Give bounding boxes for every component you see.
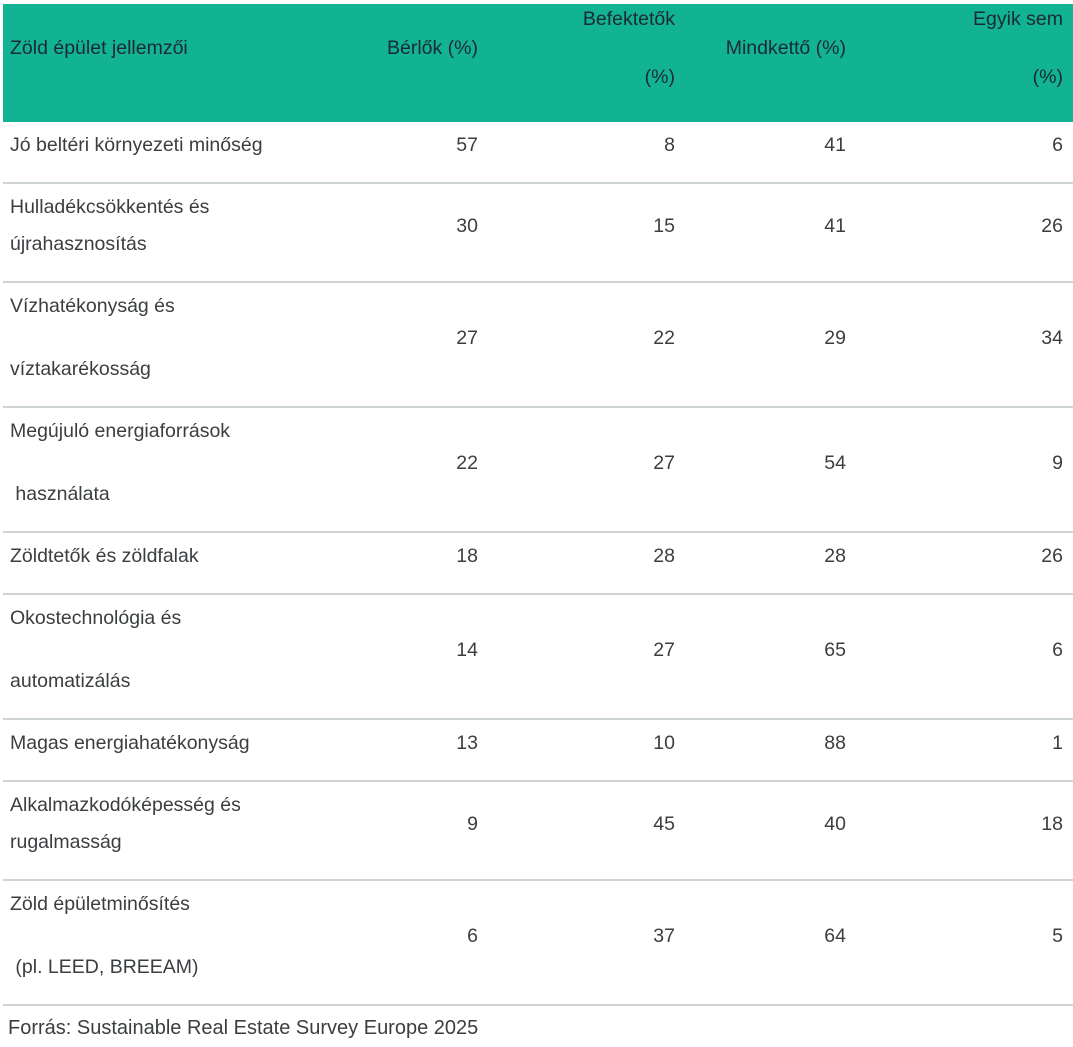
table-header: Zöld épület jellemzői Bérlők (%) Befektető… xyxy=(3,4,1073,122)
value-cell: 6 xyxy=(360,880,488,1006)
column-header-line: (%) xyxy=(1032,66,1063,88)
table-body: Jó beltéri környezeti minőség 57 8 41 6 Hulla… xyxy=(3,122,1073,1006)
feature-line: Hulladékcsökkentés és xyxy=(10,196,210,218)
value-cell: 9 xyxy=(360,781,488,881)
feature-cell: Megújuló energiaforrások használata xyxy=(3,407,360,533)
feature-line: automatizálás xyxy=(10,670,131,692)
value-cell: 22 xyxy=(360,407,488,533)
feature-cell: Vízhatékonyság és víztakarékosság xyxy=(3,282,360,408)
value-cell: 88 xyxy=(685,719,856,782)
value-cell: 34 xyxy=(856,282,1073,408)
column-header-line: Zöld épület jellemzői xyxy=(10,37,188,59)
value-cell: 6 xyxy=(856,594,1073,720)
value-cell: 37 xyxy=(488,880,685,1006)
value-cell: 27 xyxy=(488,407,685,533)
value-cell: 10 xyxy=(488,719,685,782)
feature-line: Vízhatékonyság és xyxy=(10,295,175,317)
column-header-0: Zöld épület jellemzői xyxy=(3,4,360,122)
feature-line: (pl. LEED, BREEAM) xyxy=(10,956,199,978)
table-row: Zöldtetők és zöldfalak 18 28 28 26 xyxy=(3,532,1073,595)
value-cell: 41 xyxy=(685,122,856,184)
value-cell: 6 xyxy=(856,122,1073,184)
value-cell: 13 xyxy=(360,719,488,782)
feature-line: Alkalmazkodóképesség és xyxy=(10,794,241,816)
table-row: Megújuló energiaforrások használata 22 27 5… xyxy=(3,407,1073,533)
value-cell: 40 xyxy=(685,781,856,881)
feature-cell: Zöldtetők és zöldfalak xyxy=(3,532,360,595)
table-row: Alkalmazkodóképesség és rugalmasság 9 45 40 1… xyxy=(3,781,1073,881)
feature-line: használata xyxy=(10,483,110,505)
value-cell: 65 xyxy=(685,594,856,720)
column-header-1: Bérlők (%) xyxy=(360,4,488,122)
value-cell: 30 xyxy=(360,183,488,283)
value-cell: 14 xyxy=(360,594,488,720)
value-cell: 22 xyxy=(488,282,685,408)
feature-cell: Magas energiahatékonyság xyxy=(3,719,360,782)
value-cell: 18 xyxy=(856,781,1073,881)
feature-line: Zöld épületminősítés xyxy=(10,893,190,915)
table-row: Hulladékcsökkentés és újrahasznosítás 30 15… xyxy=(3,183,1073,283)
feature-line: Jó beltéri környezeti minőség xyxy=(10,134,263,156)
feature-cell: Zöld épületminősítés (pl. LEED, BREEAM) xyxy=(3,880,360,1006)
feature-cell: Jó beltéri környezeti minőség xyxy=(3,122,360,184)
value-cell: 5 xyxy=(856,880,1073,1006)
source-note: Forrás: Sustainable Real Estate Survey E… xyxy=(8,1017,479,1039)
value-cell: 26 xyxy=(856,532,1073,595)
feature-cell: Hulladékcsökkentés és újrahasznosítás xyxy=(3,183,360,283)
feature-cell: Okostechnológia és automatizálás xyxy=(3,594,360,720)
column-header-line: Bérlők (%) xyxy=(386,37,478,59)
table-row: Okostechnológia és automatizálás 14 27 65 6 xyxy=(3,594,1073,720)
column-header-line: (%) xyxy=(644,66,675,88)
header-row: Zöld épület jellemzői Bérlők (%) Befektető… xyxy=(3,4,1073,122)
value-cell: 54 xyxy=(685,407,856,533)
feature-line: Magas energiahatékonyság xyxy=(10,732,250,754)
value-cell: 1 xyxy=(856,719,1073,782)
table-row: Vízhatékonyság és víztakarékosság 27 22 29 34 xyxy=(3,282,1073,408)
table-row: Jó beltéri környezeti minőség 57 8 41 6 xyxy=(3,122,1073,184)
feature-line: rugalmasság xyxy=(10,831,122,853)
value-cell: 41 xyxy=(685,183,856,283)
value-cell: 9 xyxy=(856,407,1073,533)
value-cell: 27 xyxy=(488,594,685,720)
value-cell: 28 xyxy=(685,532,856,595)
value-cell: 27 xyxy=(360,282,488,408)
value-cell: 28 xyxy=(488,532,685,595)
value-cell: 26 xyxy=(856,183,1073,283)
feature-line: Zöldtetők és zöldfalak xyxy=(10,545,199,567)
feature-line: Megújuló energiaforrások xyxy=(10,420,231,442)
column-header-4: Egyik sem (%) xyxy=(856,4,1073,122)
feature-line: víztakarékosság xyxy=(10,358,151,380)
column-header-3: Mindkettő (%) xyxy=(685,4,856,122)
value-cell: 45 xyxy=(488,781,685,881)
column-header-line: Mindkettő (%) xyxy=(725,37,846,59)
feature-cell: Alkalmazkodóképesség és rugalmasság xyxy=(3,781,360,881)
value-cell: 64 xyxy=(685,880,856,1006)
value-cell: 18 xyxy=(360,532,488,595)
column-header-line: Befektetők xyxy=(582,8,675,30)
feature-line: Okostechnológia és xyxy=(10,607,182,629)
value-cell: 8 xyxy=(488,122,685,184)
column-header-2: Befektetők (%) xyxy=(488,4,685,122)
value-cell: 29 xyxy=(685,282,856,408)
table-row: Magas energiahatékonyság 13 10 88 1 xyxy=(3,719,1073,782)
value-cell: 57 xyxy=(360,122,488,184)
value-cell: 15 xyxy=(488,183,685,283)
green-building-table: Zöld épület jellemzői Bérlők (%) Befektető… xyxy=(3,4,1073,1006)
column-header-line: Egyik sem xyxy=(973,8,1063,30)
feature-line: újrahasznosítás xyxy=(10,233,147,255)
table-row: Zöld épületminősítés (pl. LEED, BREEAM) 6… xyxy=(3,880,1073,1006)
